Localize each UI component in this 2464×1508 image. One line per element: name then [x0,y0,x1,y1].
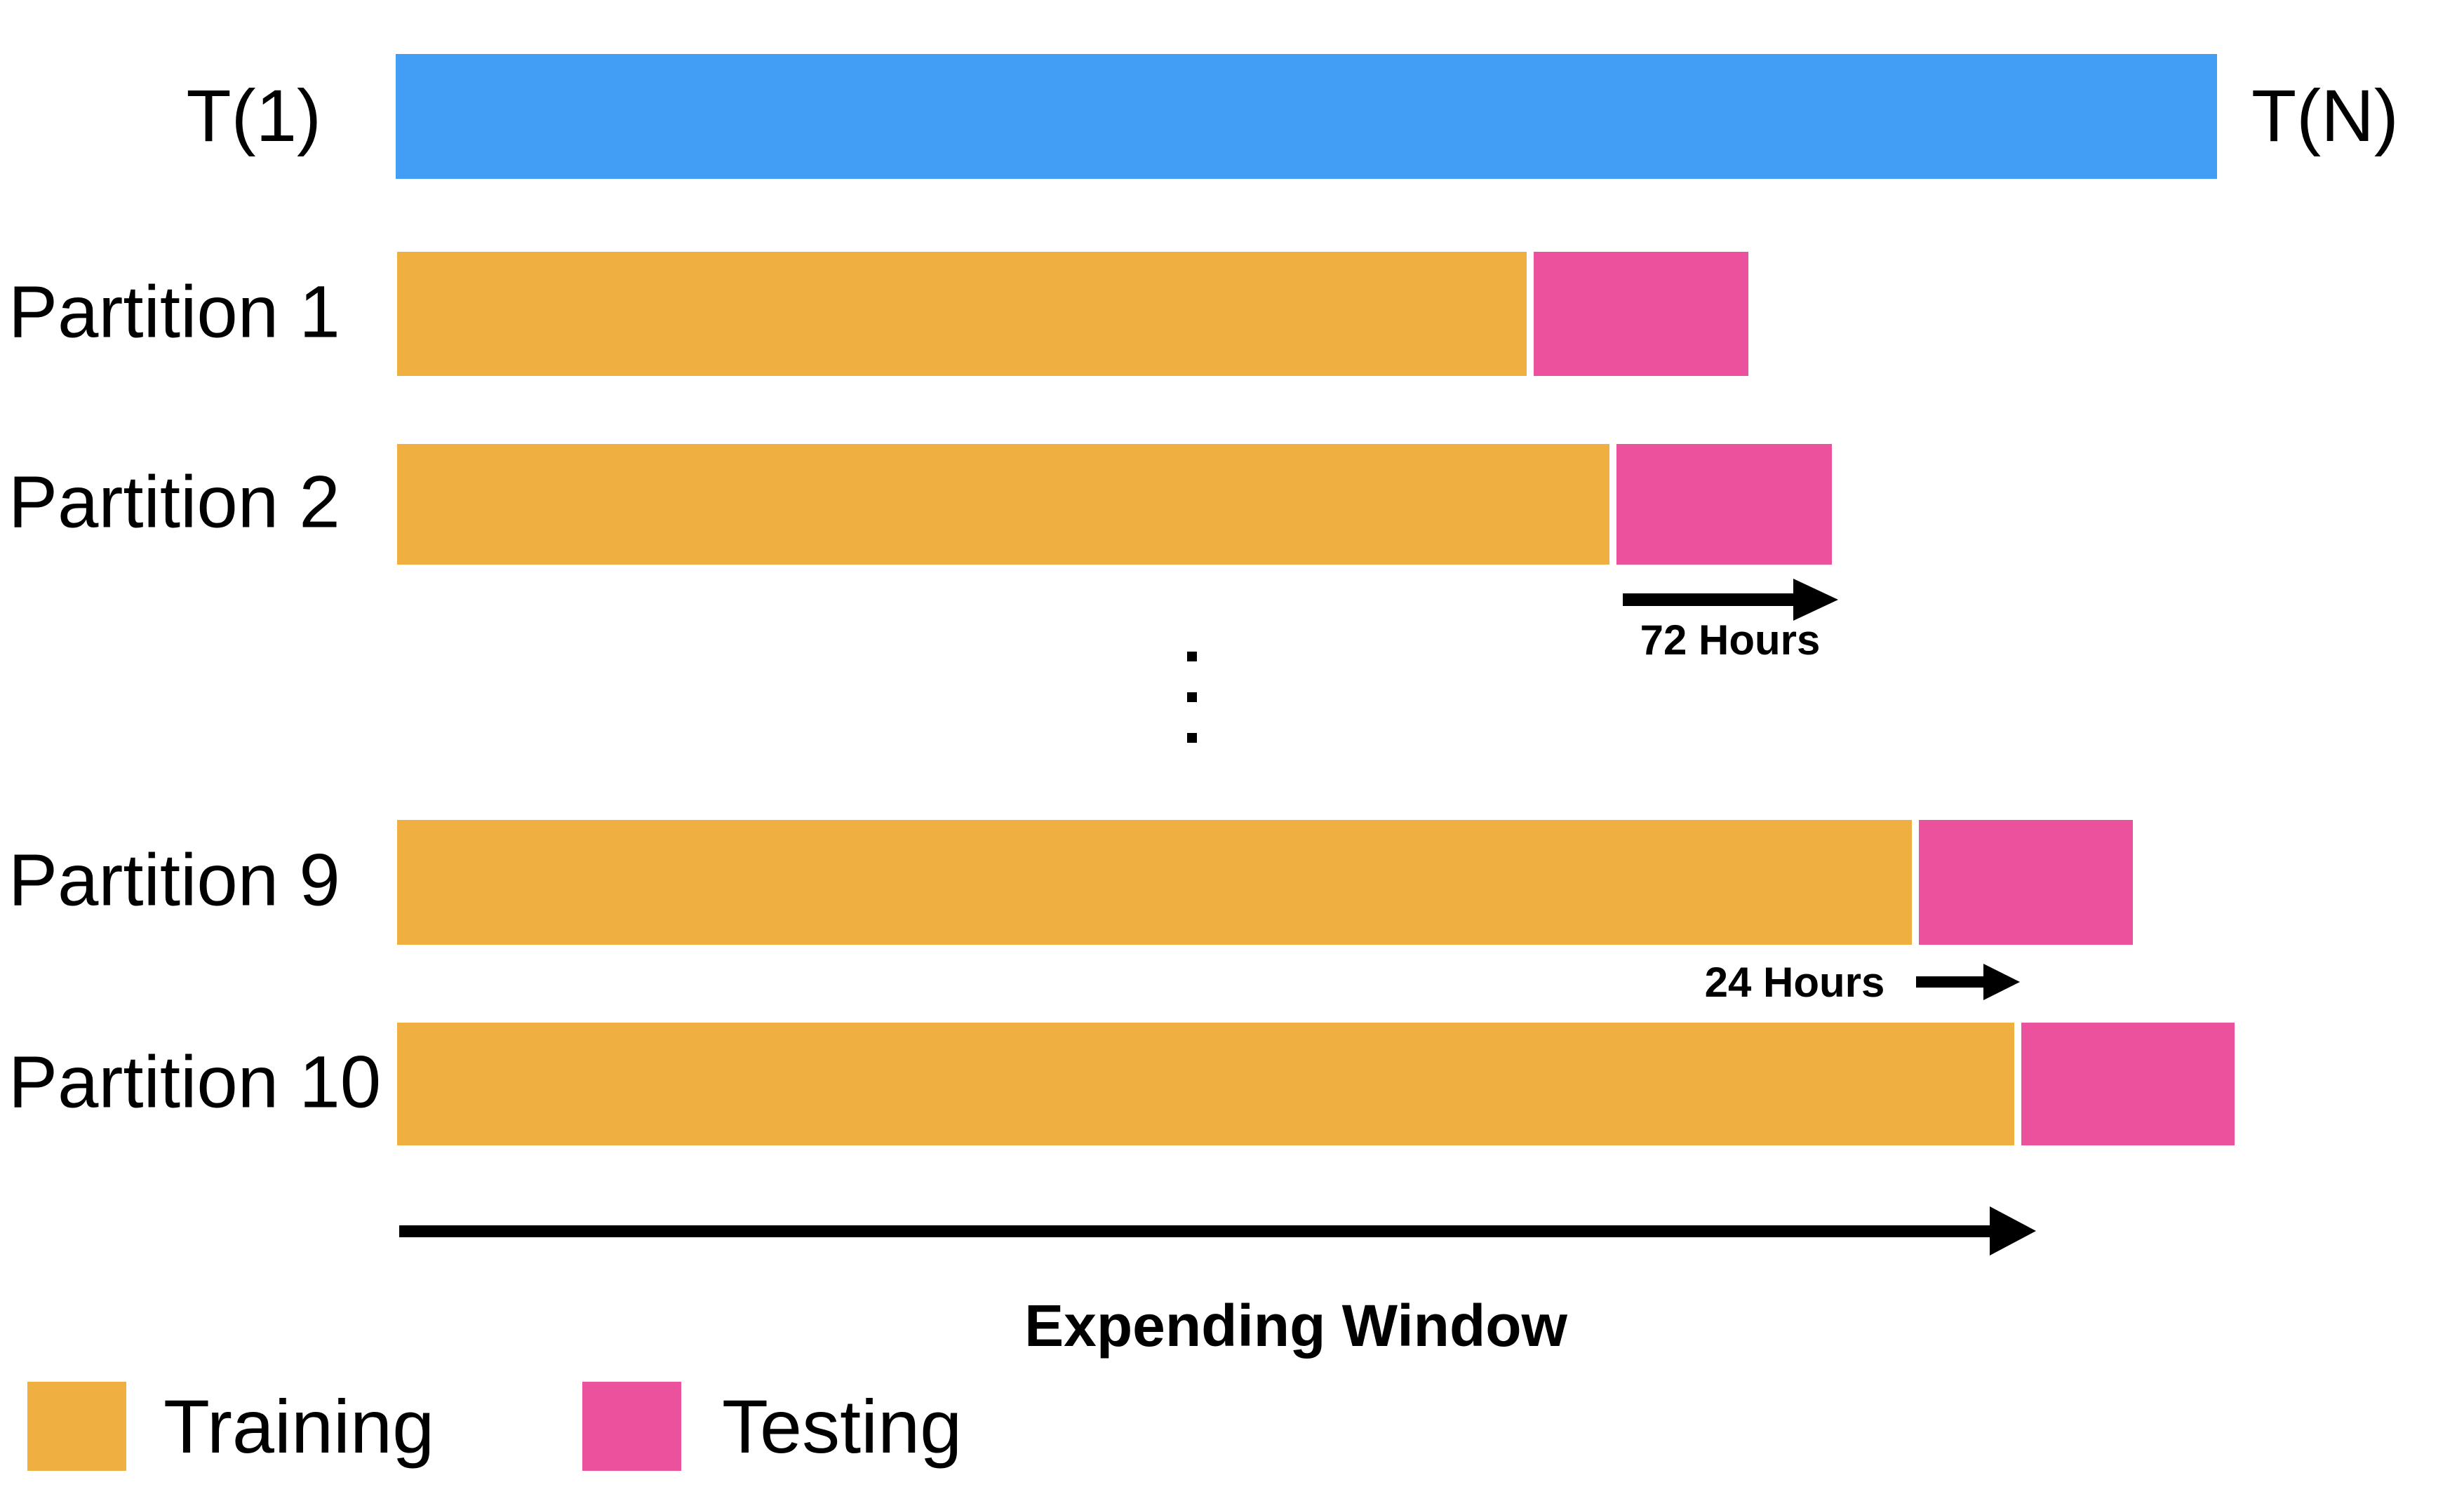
expanding-window-arrow-icon [399,1225,1993,1237]
arrow-right-24-hours-icon [1916,976,1986,988]
training-bar [397,1023,2014,1145]
legend-testing-label: Testing [722,1384,963,1469]
expanding-window-label: Expending Window [1024,1293,1567,1359]
arrow-right-72-hours-head-icon [1793,579,1838,621]
ellipsis-dot-icon [1187,652,1197,661]
testing-bar [2021,1023,2235,1145]
annotation-72-hours: 72 Hours [1640,617,1821,664]
training-bar [397,444,1609,565]
partition-label: Partition 10 [8,1041,382,1124]
arrow-right-24-hours-head-icon [1983,964,2020,1000]
timeline-bar [396,54,2217,179]
ellipsis-dot-icon [1187,692,1197,702]
partition-row: Partition 1 [0,252,2464,376]
testing-bar [1919,820,2133,945]
timeline-end-label: T(N) [2251,75,2399,157]
expanding-window-arrow-head-icon [1990,1206,2036,1255]
partition-label: Partition 9 [8,839,340,922]
legend-training-swatch [27,1382,126,1471]
ellipsis-dot-icon [1187,733,1197,743]
partition-label: Partition 2 [8,461,340,544]
training-bar [397,820,1912,945]
annotation-24-hours: 24 Hours [1704,959,1885,1006]
partition-row: Partition 2 [0,444,2464,565]
partition-row: Partition 10 [0,1023,2464,1145]
testing-bar [1616,444,1832,565]
training-bar [397,252,1527,376]
partition-row: Partition 9 [0,820,2464,945]
partition-label: Partition 1 [8,271,340,354]
timeline-start-label: T(1) [186,75,321,157]
arrow-right-72-hours-icon [1623,593,1796,606]
legend-training-label: Training [163,1384,435,1469]
testing-bar [1534,252,1748,376]
legend-testing-swatch [582,1382,681,1471]
